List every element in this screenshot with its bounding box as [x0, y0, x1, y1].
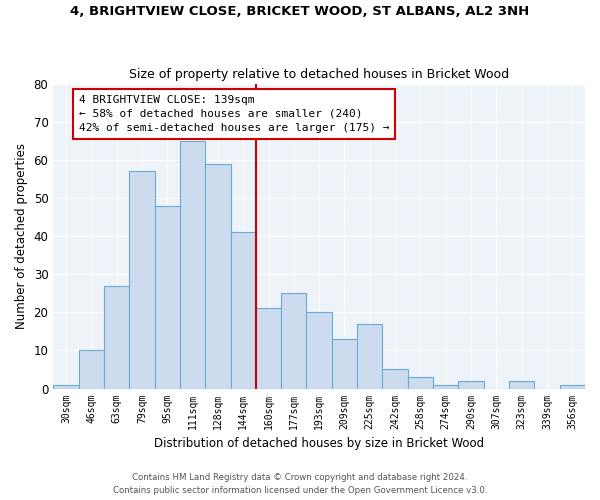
Text: 4 BRIGHTVIEW CLOSE: 139sqm
← 58% of detached houses are smaller (240)
42% of sem: 4 BRIGHTVIEW CLOSE: 139sqm ← 58% of deta…: [79, 95, 389, 133]
Title: Size of property relative to detached houses in Bricket Wood: Size of property relative to detached ho…: [129, 68, 509, 81]
Bar: [357, 324, 382, 388]
Bar: [155, 206, 180, 388]
Y-axis label: Number of detached properties: Number of detached properties: [15, 143, 28, 329]
Text: Contains HM Land Registry data © Crown copyright and database right 2024.
Contai: Contains HM Land Registry data © Crown c…: [113, 473, 487, 495]
Bar: [560, 384, 585, 388]
Bar: [205, 164, 230, 388]
Bar: [129, 171, 155, 388]
Bar: [281, 293, 307, 388]
Bar: [230, 232, 256, 388]
Bar: [180, 140, 205, 388]
Bar: [79, 350, 104, 389]
Text: 4, BRIGHTVIEW CLOSE, BRICKET WOOD, ST ALBANS, AL2 3NH: 4, BRIGHTVIEW CLOSE, BRICKET WOOD, ST AL…: [70, 5, 530, 18]
Bar: [332, 339, 357, 388]
X-axis label: Distribution of detached houses by size in Bricket Wood: Distribution of detached houses by size …: [154, 437, 484, 450]
Bar: [256, 308, 281, 388]
Bar: [433, 384, 458, 388]
Bar: [104, 286, 129, 389]
Bar: [408, 377, 433, 388]
Bar: [307, 312, 332, 388]
Bar: [53, 384, 79, 388]
Bar: [458, 381, 484, 388]
Bar: [382, 370, 408, 388]
Bar: [509, 381, 535, 388]
